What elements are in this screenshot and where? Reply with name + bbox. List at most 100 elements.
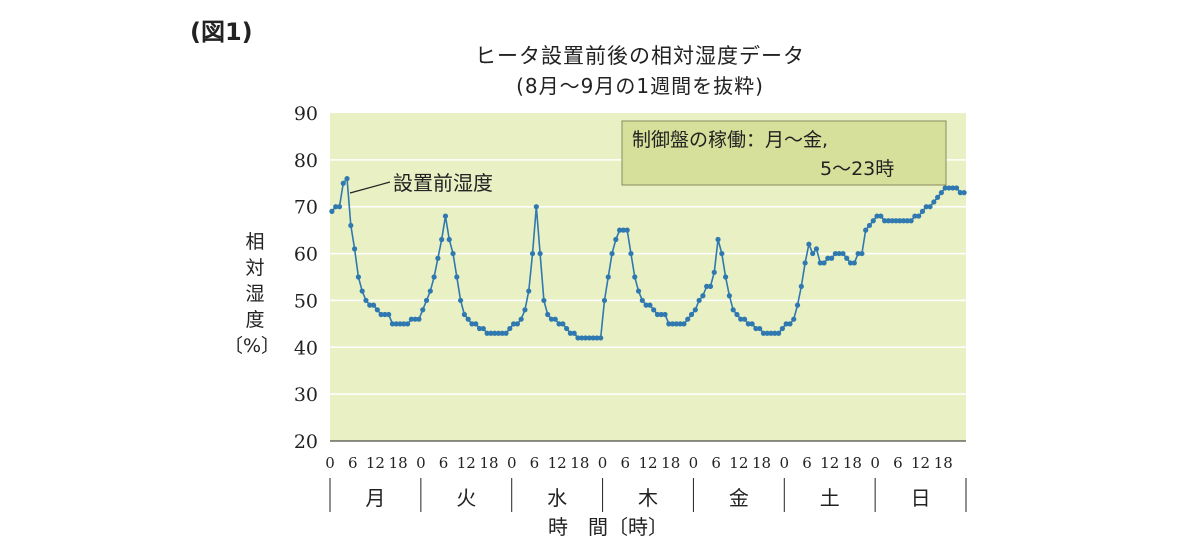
x-tick-label: 18	[479, 454, 498, 472]
data-point	[461, 311, 467, 318]
data-point	[541, 297, 547, 304]
x-tick-label: 18	[661, 454, 680, 472]
data-point	[635, 288, 642, 294]
data-point	[412, 316, 418, 322]
data-point	[874, 213, 880, 219]
day-label: 土	[820, 486, 840, 510]
data-point	[768, 330, 774, 336]
x-tick-label: 12	[729, 454, 748, 472]
data-point	[889, 218, 895, 224]
data-point	[927, 204, 933, 210]
data-point	[382, 311, 388, 318]
data-point	[908, 218, 914, 224]
data-point	[533, 204, 539, 210]
data-point	[700, 293, 706, 299]
data-point	[844, 255, 850, 261]
y-tick-labels: 20 30 40 50 60 70 80 90	[294, 103, 318, 453]
data-point	[685, 316, 691, 322]
data-point	[617, 227, 623, 233]
data-point	[673, 321, 679, 327]
data-point	[938, 190, 944, 196]
ylabel-char-3: 湿	[245, 283, 264, 305]
x-tick-label: 0	[598, 454, 608, 472]
data-point	[548, 316, 555, 322]
data-point	[942, 185, 948, 191]
data-point	[439, 236, 445, 243]
data-point	[484, 330, 490, 336]
data-point	[916, 213, 922, 219]
data-point	[450, 250, 456, 257]
x-tick-label: 0	[507, 454, 517, 472]
x-tick-label: 6	[711, 454, 721, 472]
data-point	[900, 218, 907, 224]
x-tick-label: 0	[325, 454, 335, 472]
x-tick-label: 0	[689, 454, 699, 472]
data-point	[605, 274, 611, 280]
data-point	[620, 227, 626, 233]
day-label: 金	[729, 486, 749, 510]
x-tick-label: 0	[870, 454, 880, 472]
data-point	[352, 246, 358, 252]
data-point	[435, 255, 441, 261]
data-point	[798, 283, 804, 289]
data-point	[526, 288, 532, 294]
data-point	[567, 330, 573, 336]
x-tick-label: 12	[638, 454, 657, 472]
data-point	[552, 316, 558, 322]
data-point	[355, 274, 361, 280]
y-tick-label: 90	[294, 103, 318, 125]
data-point	[370, 302, 377, 308]
data-point	[420, 307, 426, 313]
data-point	[454, 274, 460, 280]
data-point	[367, 302, 373, 308]
y-axis-title: 相 対 湿 度 〔%〕	[224, 231, 280, 357]
x-tick-label: 12	[366, 454, 385, 472]
data-point	[458, 297, 464, 304]
data-point	[662, 311, 668, 318]
x-tick-label: 6	[348, 454, 358, 472]
data-point	[931, 199, 937, 205]
data-point	[647, 302, 653, 308]
data-point	[726, 293, 732, 299]
data-point	[950, 185, 956, 191]
data-point	[681, 321, 687, 327]
data-point	[480, 325, 486, 332]
y-tick-label: 70	[294, 197, 318, 219]
data-point	[897, 218, 903, 224]
x-tick-label: 12	[911, 454, 930, 472]
data-point	[738, 316, 744, 322]
data-point	[492, 330, 498, 336]
data-point	[503, 330, 509, 336]
data-point	[711, 269, 717, 275]
x-tick-label: 18	[843, 454, 862, 472]
day-label: 日	[911, 486, 931, 510]
data-point	[791, 316, 797, 322]
data-point	[582, 335, 589, 341]
note-line-1: 制御盤の稼働：月～金,	[632, 129, 828, 151]
data-point	[386, 311, 392, 318]
data-point	[817, 260, 823, 266]
data-point	[469, 321, 475, 327]
data-point	[670, 321, 676, 327]
figure-label: (図1)	[190, 18, 253, 46]
data-point	[473, 321, 479, 327]
data-point	[507, 325, 513, 332]
control-note: 制御盤の稼働：月～金, 5～23時	[621, 120, 947, 186]
data-point	[885, 218, 891, 224]
data-point	[363, 297, 369, 304]
data-point	[408, 316, 414, 322]
data-point	[802, 260, 808, 266]
data-point	[847, 260, 854, 266]
y-tick-label: 50	[294, 290, 318, 312]
data-point	[442, 213, 449, 219]
day-label: 水	[547, 486, 567, 510]
data-point	[518, 316, 524, 322]
data-point	[882, 218, 888, 224]
note-line-2: 5～23時	[820, 158, 894, 180]
data-point	[654, 311, 661, 318]
data-point	[446, 236, 452, 243]
data-point	[696, 297, 702, 304]
day-label: 木	[638, 486, 658, 510]
data-point	[333, 204, 339, 210]
data-point	[912, 213, 918, 219]
